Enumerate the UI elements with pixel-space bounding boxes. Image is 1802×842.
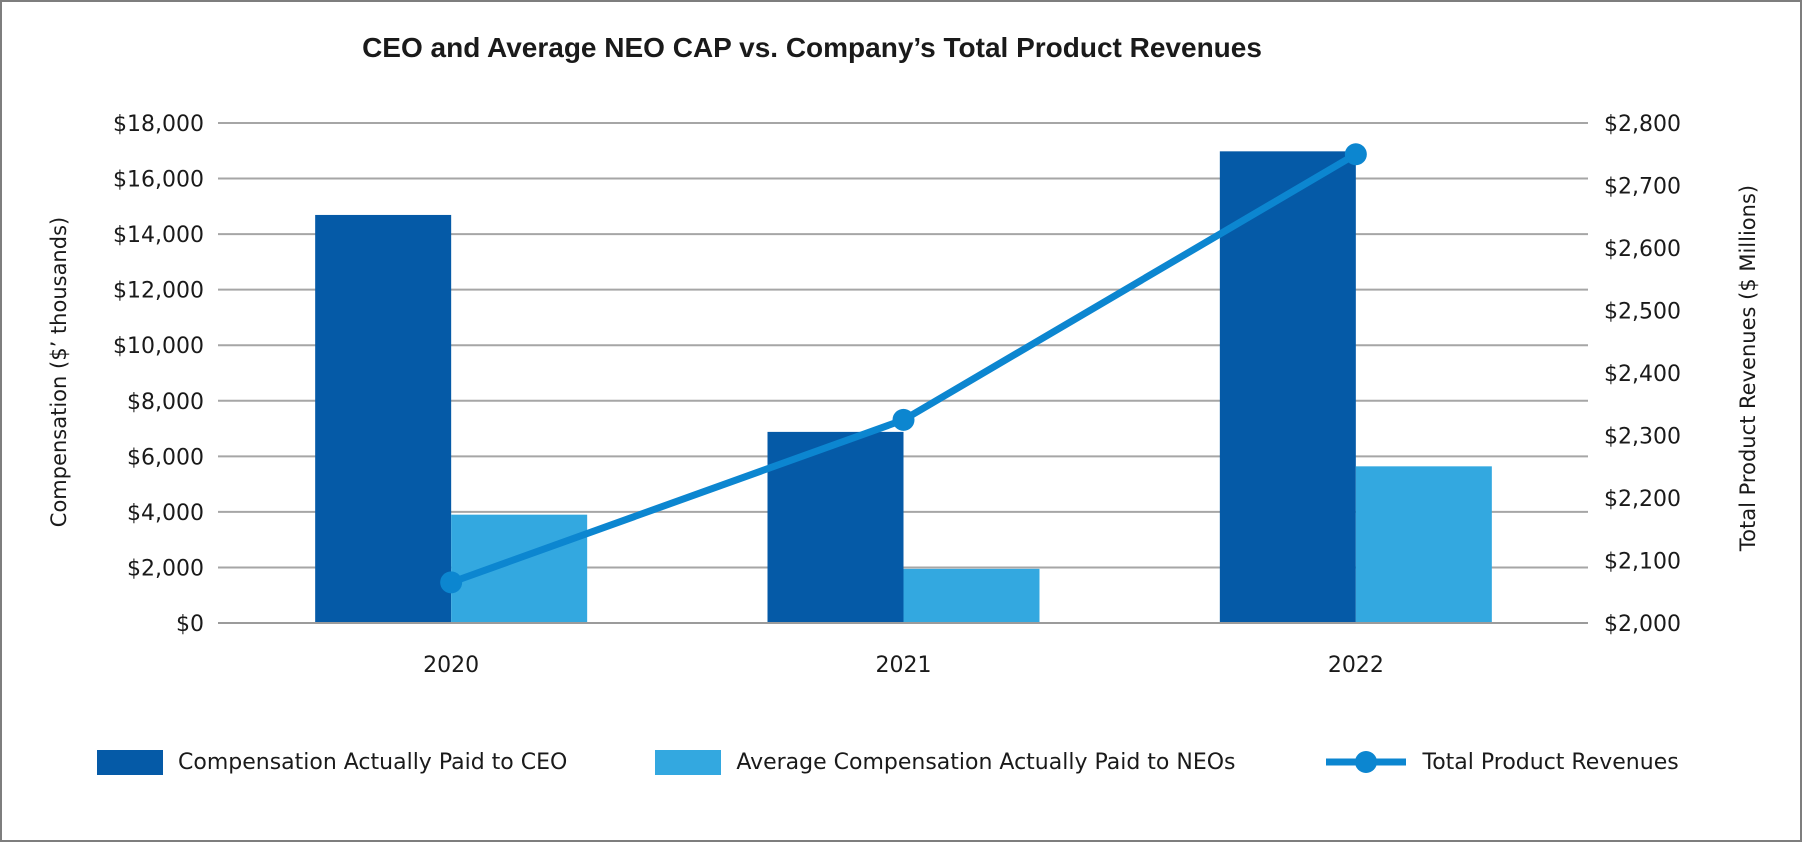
chart-legend: Compensation Actually Paid to CEO Averag… (97, 749, 1679, 775)
revenue-marker-2020 (440, 571, 463, 594)
right-axis-title: Total Product Revenues ($ Millions) (1736, 184, 1760, 552)
revenue-marker-2021 (892, 408, 915, 431)
left-tick-label: $12,000 (113, 279, 204, 304)
left-tick-label: $8,000 (127, 390, 204, 415)
bar-ceo-2020 (315, 214, 452, 623)
legend-item-revenues: Total Product Revenues (1324, 749, 1679, 775)
right-tick-label: $2,500 (1604, 300, 1681, 325)
left-tick-label: $4,000 (127, 501, 204, 526)
left-tick-label: $10,000 (113, 334, 204, 359)
right-tick-label: $2,000 (1604, 612, 1681, 637)
bar-neo-2020 (451, 514, 588, 623)
bar-neo-2022 (1355, 466, 1492, 623)
legend-label-ceo: Compensation Actually Paid to CEO (178, 749, 568, 775)
left-axis-title: Compensation ($’ thousands) (47, 216, 71, 528)
left-tick-label: $16,000 (113, 168, 204, 193)
revenue-marker-2022 (1344, 143, 1367, 166)
legend-item-ceo: Compensation Actually Paid to CEO (97, 749, 568, 775)
right-tick-label: $2,100 (1604, 550, 1681, 575)
bar-neo-2021 (903, 568, 1040, 623)
bar-ceo-2022 (1219, 151, 1356, 624)
x-label-2021: 2021 (876, 653, 932, 678)
left-tick-label: $0 (176, 612, 204, 637)
neo-bar-swatch-icon (655, 749, 722, 775)
right-tick-label: $2,300 (1604, 425, 1681, 450)
right-tick-label: $2,400 (1604, 362, 1681, 387)
chart-title: CEO and Average NEO CAP vs. Company’s To… (362, 32, 1262, 63)
right-tick-label: $2,200 (1604, 487, 1681, 512)
right-tick-label: $2,600 (1604, 237, 1681, 262)
ceo-bar-swatch-icon (97, 749, 163, 775)
x-label-2020: 2020 (423, 653, 479, 678)
right-tick-label: $2,800 (1604, 112, 1681, 137)
right-tick-label: $2,700 (1604, 175, 1681, 200)
left-tick-label: $18,000 (113, 112, 204, 137)
x-label-2022: 2022 (1328, 653, 1384, 678)
left-tick-label: $14,000 (113, 223, 204, 248)
legend-label-revenues: Total Product Revenues (1422, 749, 1679, 775)
legend-label-neo: Average Compensation Actually Paid to NE… (736, 749, 1236, 775)
left-tick-label: $6,000 (127, 445, 204, 470)
left-tick-label: $2,000 (127, 556, 204, 581)
legend-item-neo: Average Compensation Actually Paid to NE… (655, 749, 1236, 775)
revenue-line-swatch-icon (1325, 751, 1406, 773)
